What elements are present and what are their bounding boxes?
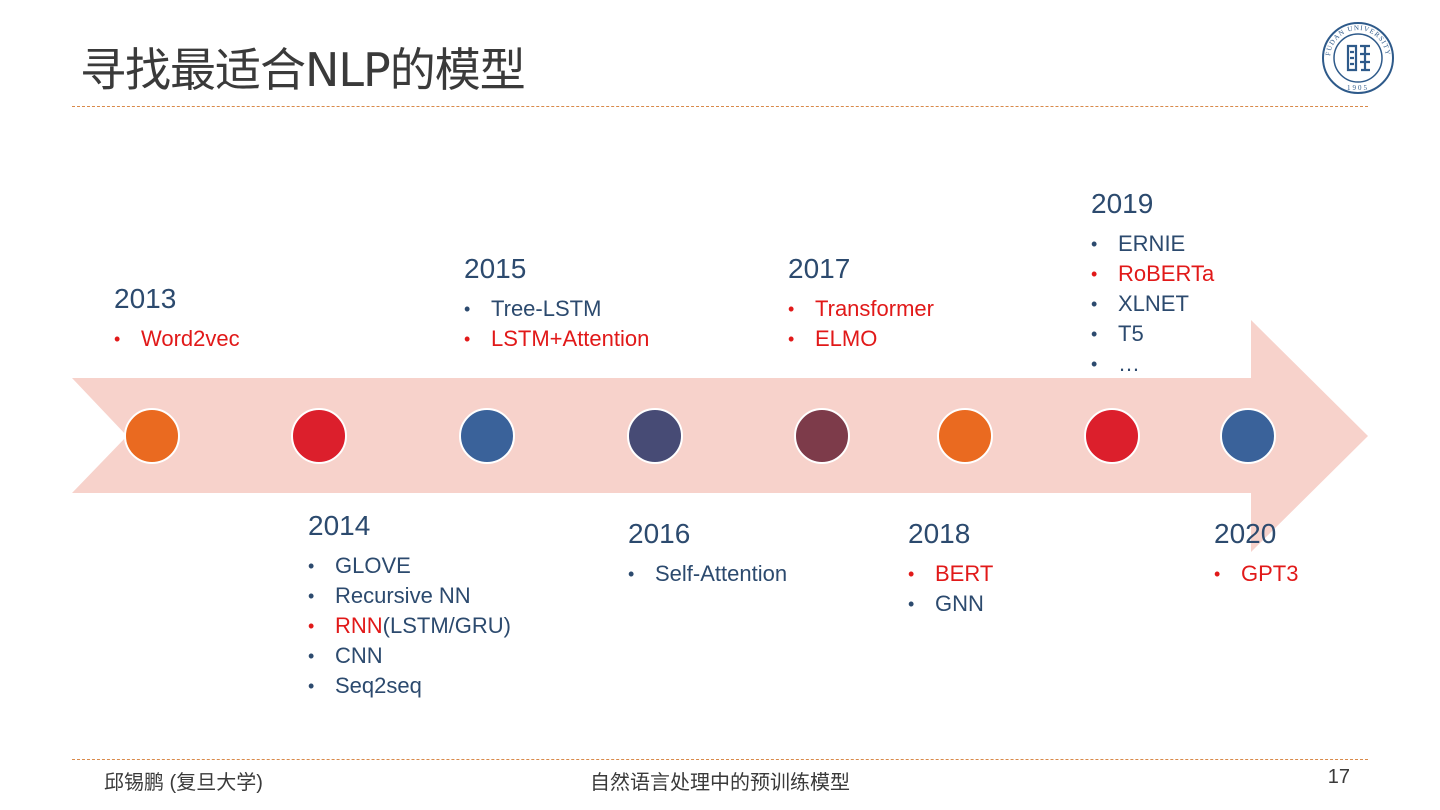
model-item: CNN (308, 641, 511, 671)
timeline-2017: 2017 Transformer ELMO (788, 253, 934, 354)
year-label: 2019 (1091, 188, 1154, 219)
year-label: 2018 (908, 518, 971, 549)
fudan-university-seal-icon: FUDAN UNIVERSITY 1905 (1322, 22, 1394, 94)
model-list: GLOVE Recursive NN RNN(LSTM/GRU) CNN Seq… (308, 551, 511, 701)
model-item: … (1091, 349, 1214, 379)
timeline-node-2014 (291, 408, 347, 464)
model-item-highlight: RNN (335, 613, 383, 638)
model-item: RoBERTa (1091, 259, 1214, 289)
model-item: GPT3 (1214, 559, 1298, 589)
year-label: 2015 (464, 253, 527, 284)
model-list: Self-Attention (628, 559, 787, 589)
model-list: Transformer ELMO (788, 294, 934, 354)
model-item: T5 (1091, 319, 1214, 349)
model-list: ERNIE RoBERTa XLNET T5 … (1091, 229, 1214, 379)
timeline-node-2016 (627, 408, 683, 464)
model-list: Tree-LSTM LSTM+Attention (464, 294, 649, 354)
timeline-2014: 2014 GLOVE Recursive NN RNN(LSTM/GRU) CN… (308, 510, 511, 701)
model-list: Word2vec (114, 324, 240, 354)
timeline-node-2017 (794, 408, 850, 464)
model-item: Word2vec (114, 324, 240, 354)
footer-talk-title: 自然语言处理中的预训练模型 (590, 772, 850, 794)
model-item: Recursive NN (308, 581, 511, 611)
slide-title: 寻找最适合NLP的模型 (80, 43, 526, 97)
model-item: ERNIE (1091, 229, 1214, 259)
timeline-2016: 2016 Self-Attention (628, 518, 787, 589)
year-label: 2016 (628, 518, 691, 549)
timeline-2019: 2019 ERNIE RoBERTa XLNET T5 … (1091, 188, 1214, 379)
timeline-2013: 2013 Word2vec (114, 283, 240, 354)
title-divider (72, 106, 1368, 107)
timeline-2020: 2020 GPT3 (1214, 518, 1298, 589)
model-item: ELMO (788, 324, 934, 354)
footer-divider (72, 759, 1368, 760)
timeline-node-2020 (1220, 408, 1276, 464)
year-label: 2017 (788, 253, 851, 284)
timeline-node-2018 (937, 408, 993, 464)
model-item: Transformer (788, 294, 934, 324)
model-item: GNN (908, 589, 993, 619)
model-item: RNN(LSTM/GRU) (308, 611, 511, 641)
year-label: 2014 (308, 510, 371, 541)
model-item: XLNET (1091, 289, 1214, 319)
footer-author: 邱锡鹏 (复旦大学) (104, 772, 263, 794)
timeline-node-2015 (459, 408, 515, 464)
page-number: 17 (1327, 766, 1350, 788)
model-item: GLOVE (308, 551, 511, 581)
logo-year: 1905 (1347, 84, 1369, 92)
model-item: LSTM+Attention (464, 324, 649, 354)
timeline-node-2013 (124, 408, 180, 464)
model-item: Seq2seq (308, 671, 511, 701)
timeline-2015: 2015 Tree-LSTM LSTM+Attention (464, 253, 649, 354)
model-item: Tree-LSTM (464, 294, 649, 324)
model-item: BERT (908, 559, 993, 589)
model-list: GPT3 (1214, 559, 1298, 589)
year-label: 2013 (114, 283, 177, 314)
model-item: Self-Attention (628, 559, 787, 589)
timeline-node-2019 (1084, 408, 1140, 464)
timeline-2018: 2018 BERT GNN (908, 518, 993, 619)
year-label: 2020 (1214, 518, 1277, 549)
model-list: BERT GNN (908, 559, 993, 619)
model-item-detail: (LSTM/GRU) (382, 613, 511, 638)
